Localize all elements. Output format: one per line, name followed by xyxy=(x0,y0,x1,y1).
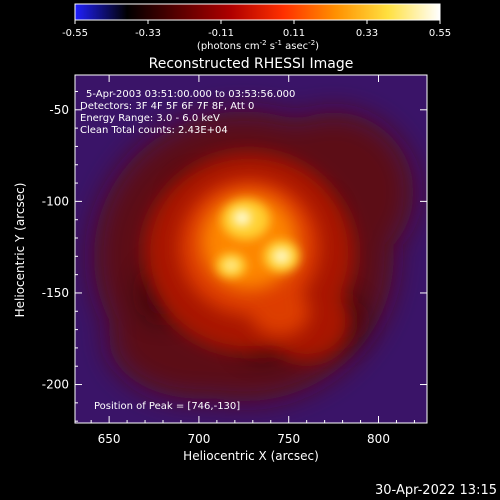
y-axis-label: Heliocentric Y (arcsec) xyxy=(13,183,27,318)
peak-position-label: Position of Peak = [746,-130] xyxy=(94,401,240,412)
axes: 650 700 750 800 -50 -100 -150 -200 xyxy=(42,75,427,446)
colorbar-tick-label: -0.33 xyxy=(135,28,161,39)
y-tick-label: -150 xyxy=(42,286,69,300)
x-axis-label: Heliocentric X (arcsec) xyxy=(183,449,319,463)
y-tick-label: -50 xyxy=(49,103,69,117)
colorbar-ticks: -0.55 -0.33 -0.11 0.11 0.33 0.55 xyxy=(62,20,451,39)
x-tick-label: 750 xyxy=(277,432,300,446)
emission-blob xyxy=(249,286,310,337)
colorbar-tick-label: 0.11 xyxy=(283,28,305,39)
annotation-energy: Energy Range: 3.0 - 6.0 keV xyxy=(80,113,220,124)
colorbar-tick-label: -0.11 xyxy=(208,28,234,39)
peak-sources xyxy=(224,209,291,272)
colorbar-tick-label: 0.55 xyxy=(429,28,451,39)
plot-frame xyxy=(74,74,428,424)
colorbar xyxy=(75,4,440,20)
colorbar-tick-label: -0.55 xyxy=(62,28,88,39)
colorbar-frame xyxy=(74,3,441,21)
x-tick-label: 700 xyxy=(187,432,210,446)
chart-title: Reconstructed RHESSI Image xyxy=(149,56,354,72)
footer-timestamp: 30-Apr-2022 13:15 xyxy=(375,483,497,498)
x-tick-label: 800 xyxy=(367,432,390,446)
annotation-clean: Clean Total counts: 2.43E+04 xyxy=(80,125,228,136)
source-peak xyxy=(272,248,291,264)
y-tick-label: -100 xyxy=(42,194,69,208)
colorbar-tick-label: 0.33 xyxy=(356,28,378,39)
x-tick-label: 650 xyxy=(98,432,121,446)
y-tick-label: -200 xyxy=(42,378,69,392)
annotations: 5-Apr-2003 03:51:00.000 to 03:53:56.000 … xyxy=(80,89,295,412)
colorbar-units: (photons cm-2 s-1 asec-2) xyxy=(197,39,319,52)
heatmap-image xyxy=(75,75,427,423)
annotation-time: 5-Apr-2003 03:51:00.000 to 03:53:56.000 xyxy=(86,89,295,100)
annotation-detectors: Detectors: 3F 4F 5F 6F 7F 8F, Att 0 xyxy=(80,101,254,112)
source-peak xyxy=(233,209,252,226)
source-peak xyxy=(224,259,238,272)
